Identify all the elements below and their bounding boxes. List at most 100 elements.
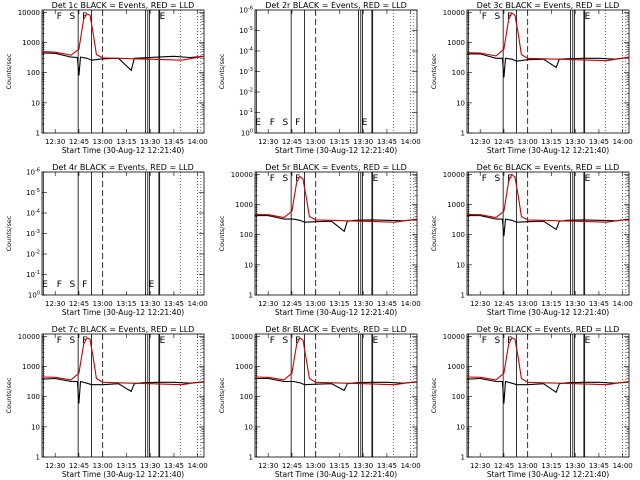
x-tick-label: 13:45	[589, 138, 609, 146]
x-tick-label: 13:15	[541, 462, 561, 470]
plot-frame	[466, 333, 630, 458]
annotation-label: S	[69, 12, 75, 22]
x-axis-label: Start Time (30-Aug-12 12:21:40)	[275, 308, 397, 317]
x-tick-label: 13:30	[140, 462, 160, 470]
x-tick-label: 12:45	[282, 300, 302, 308]
annotation-label: E	[42, 280, 48, 290]
x-tick-label: 12:45	[69, 462, 89, 470]
events-line	[42, 52, 204, 76]
plot-frame	[41, 333, 205, 458]
x-tick-label: 12:30	[258, 138, 278, 146]
x-tick-label: 13:30	[565, 462, 585, 470]
annotation-label: F	[270, 174, 275, 184]
annotation-label: F	[295, 118, 300, 128]
plot-frame	[254, 171, 418, 296]
x-tick-label: 12:45	[282, 138, 302, 146]
annotation-label: F	[57, 336, 62, 346]
x-tick-label: 12:45	[282, 462, 302, 470]
y-tick-label: 1	[461, 292, 465, 300]
y-tick-label: 10-4	[239, 47, 253, 56]
x-tick-label: 13:45	[164, 300, 184, 308]
panel-det-9: Det 9c BLACK = Events, RED = LLD 12:30 12:…	[430, 325, 633, 479]
y-tick-label: 100	[27, 69, 40, 77]
plot-frame	[466, 9, 630, 134]
annotation-label: E	[149, 280, 155, 290]
events-line	[467, 53, 629, 78]
panel-det-8: Det 8r BLACK = Events, RED = LLD 12:30 12:…	[218, 325, 421, 479]
annotation-label: S	[282, 336, 288, 346]
panel-det-6: Det 6c BLACK = Events, RED = LLD 12:30 12:…	[430, 163, 633, 317]
annotation-label: F	[482, 336, 487, 346]
panel-title: Det 2r BLACK = Events, RED = LLD	[265, 1, 407, 10]
annotation-label: E	[362, 118, 368, 128]
annotation-label: E	[373, 174, 379, 184]
annotation-label: E	[160, 336, 166, 346]
y-tick-label: 1000	[447, 201, 465, 209]
x-tick-label: 13:00	[518, 462, 538, 470]
panel-title: Det 3c BLACK = Events, RED = LLD	[477, 1, 620, 10]
annotation-label: F	[270, 118, 275, 128]
x-tick-label: 14:00	[188, 462, 208, 470]
event-markers	[467, 172, 627, 295]
x-tick-label: 13:00	[518, 138, 538, 146]
annotation-label: S	[494, 174, 500, 184]
series-group	[467, 12, 629, 78]
x-tick-label: 13:30	[353, 138, 373, 146]
y-axis-label: Counts/sec	[430, 377, 438, 413]
x-tick-label: 13:45	[377, 462, 397, 470]
y-axis-label: Counts/sec	[218, 377, 226, 413]
panel-title: Det 5r BLACK = Events, RED = LLD	[265, 163, 407, 172]
x-axis-label: Start Time (30-Aug-12 12:21:40)	[275, 470, 397, 479]
x-tick-label: 13:00	[93, 462, 113, 470]
series-group	[467, 337, 629, 404]
y-tick-label: 10	[456, 261, 465, 269]
x-tick-label: 12:30	[258, 300, 278, 308]
x-tick-label: 13:00	[306, 300, 326, 308]
events-line	[255, 215, 417, 233]
x-tick-label: 14:00	[401, 300, 421, 308]
y-tick-label: 10-1	[239, 108, 253, 117]
y-tick-label: 1000	[235, 363, 253, 371]
annotation-label: E	[160, 12, 166, 22]
y-tick-label: 10000	[18, 333, 40, 341]
plot-frame	[41, 9, 205, 134]
y-tick-label: 10000	[443, 9, 465, 17]
event-markers	[467, 10, 627, 133]
x-axis-label: Start Time (30-Aug-12 12:21:40)	[62, 470, 184, 479]
series-group	[42, 13, 204, 76]
x-tick-label: 12:45	[494, 138, 514, 146]
annotation-label: F	[82, 280, 87, 290]
plot-frame	[254, 9, 418, 134]
x-tick-label: 13:15	[116, 138, 136, 146]
x-tick-label: 13:30	[565, 300, 585, 308]
x-tick-label: 13:15	[541, 138, 561, 146]
x-tick-label: 12:30	[45, 300, 65, 308]
events-line	[467, 215, 629, 237]
x-tick-label: 12:30	[470, 138, 490, 146]
y-axis-label: Counts/sec	[5, 377, 13, 413]
annotation-label: S	[494, 336, 500, 346]
y-tick-label: 10-4	[26, 209, 40, 218]
y-tick-label: 1000	[22, 39, 40, 47]
x-axis-label: Start Time (30-Aug-12 12:21:40)	[275, 146, 397, 155]
series-group	[255, 336, 417, 392]
lld-line	[467, 12, 629, 62]
panel-det-2: Det 2r BLACK = Events, RED = LLD 12:30 12:…	[218, 1, 421, 155]
y-tick-label: 10-2	[26, 250, 40, 259]
x-axis-label: Start Time (30-Aug-12 12:21:40)	[62, 146, 184, 155]
y-tick-label: 10-2	[239, 88, 253, 97]
x-tick-label: 13:45	[377, 300, 397, 308]
x-tick-label: 12:45	[69, 300, 89, 308]
x-tick-label: 13:00	[306, 462, 326, 470]
x-tick-label: 14:00	[188, 138, 208, 146]
annotation-label: S	[69, 336, 75, 346]
y-axis-label: Counts/sec	[218, 215, 226, 251]
y-axis-label: Counts/sec	[430, 215, 438, 251]
x-tick-label: 13:00	[306, 138, 326, 146]
y-tick-label: 10000	[443, 333, 465, 341]
y-tick-label: 100	[452, 69, 465, 77]
panel-title: Det 4r BLACK = Events, RED = LLD	[52, 163, 194, 172]
annotation-label: S	[282, 174, 288, 184]
y-tick-label: 10	[31, 423, 40, 431]
